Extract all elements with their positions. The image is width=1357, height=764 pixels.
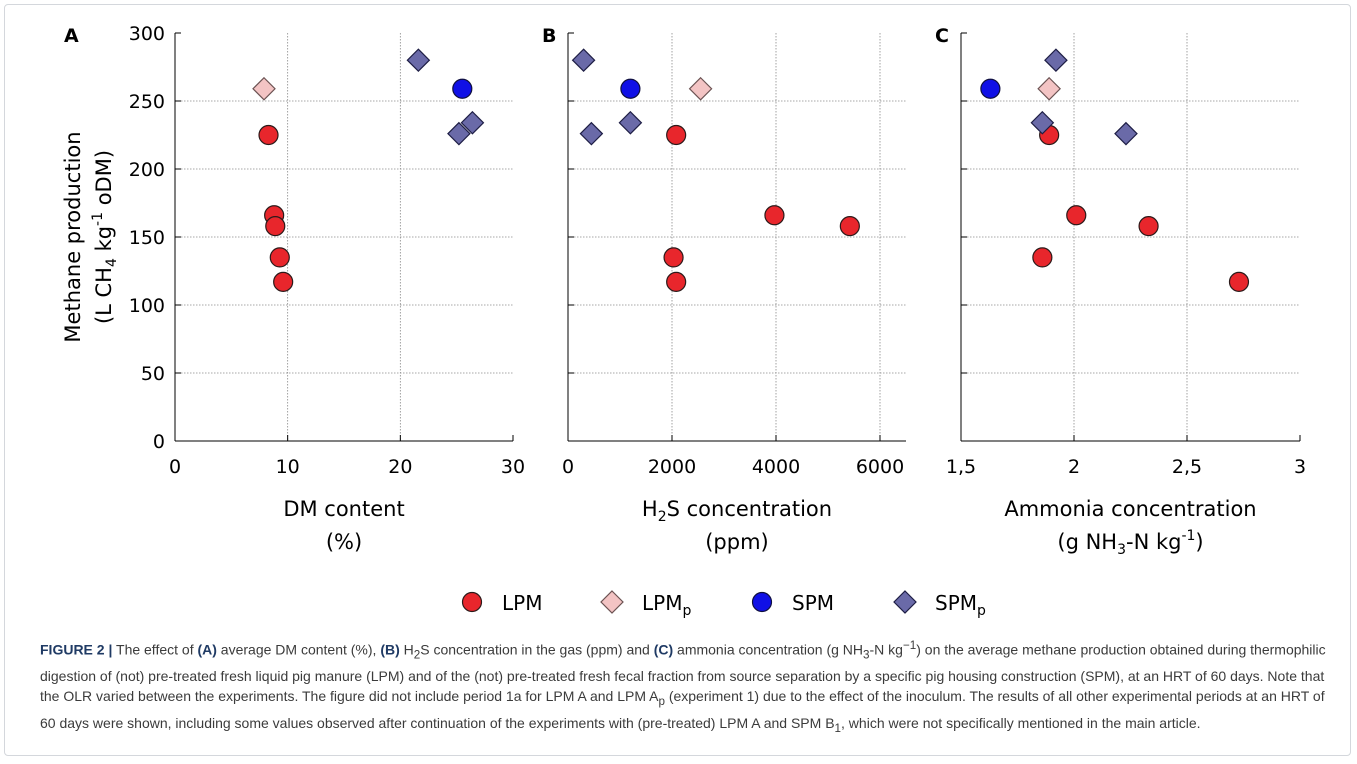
y-axis-title: Methane production (L CH4 kg-1 oDM) <box>61 131 120 342</box>
data-point-lpm <box>1066 205 1087 226</box>
data-point-spmp <box>447 121 471 146</box>
x-axis-unit: (ppm) <box>705 530 769 554</box>
data-point-lpm <box>273 271 294 292</box>
caption-text: (experiment 1) due to the effect of the … <box>40 688 1325 731</box>
data-point-spmp <box>1114 121 1138 146</box>
x-tick-label: 2,5 <box>1172 456 1202 478</box>
data-point-spm <box>620 78 641 99</box>
data-point-lpm <box>663 247 684 268</box>
data-point-spmp <box>460 110 485 135</box>
x-tick-label: 2000 <box>648 456 696 478</box>
y-tick-label: 200 <box>129 159 165 181</box>
caption-subscript: 3 <box>863 648 870 662</box>
data-point-spm <box>452 78 473 99</box>
data-point-spm <box>980 78 1001 99</box>
caption-panel-b: (B) <box>380 641 400 658</box>
caption-text: ) on the average methane production obta… <box>40 641 1326 705</box>
legend-label: LPMp <box>642 591 691 619</box>
legend-label: LPM <box>502 591 542 615</box>
x-axis-label: Ammonia concentration <box>1004 497 1256 521</box>
panel-label-b: B <box>542 25 556 47</box>
legend-marker-spmp <box>893 590 917 614</box>
caption-subscript: 2 <box>413 648 421 662</box>
legend-marker-spm <box>751 591 773 613</box>
x-tick-label: 0 <box>169 456 181 478</box>
caption-subscript: p <box>658 695 665 709</box>
caption-text: S concentration in the gas (ppm) and <box>420 641 654 658</box>
data-point-lpmp <box>1037 76 1061 101</box>
legend-label: SPM <box>792 591 834 615</box>
data-point-spmp <box>406 48 431 73</box>
data-point-lpm <box>764 205 785 226</box>
legend-item-lpmp: LPMp <box>600 590 691 619</box>
panel-c: 1,5 2 2,5 3 C Ammonia concentration (g NH3-N k… <box>935 25 1306 558</box>
x-tick-label: 0 <box>562 456 574 478</box>
data-point-lpm <box>666 124 687 146</box>
caption-label: FIGURE 2 | <box>40 641 113 658</box>
data-point-lpm <box>265 216 286 237</box>
data-point-spmp <box>571 48 596 73</box>
caption-text: The effect of <box>112 641 198 658</box>
data-point-lpm <box>1228 271 1250 292</box>
y-tick-label: 100 <box>129 295 165 317</box>
data-point-spmp <box>618 110 643 135</box>
data-point-spmp <box>579 121 604 146</box>
legend-label: SPMp <box>935 591 986 619</box>
x-axis-unit: (%) <box>326 530 362 554</box>
panel-a: 0 50 100 150 200 250 300 0 10 20 30 A DM content (%) <box>64 23 525 554</box>
panel-b: 0 2000 4000 6000 B H2S concentration (ppm) <box>542 25 906 554</box>
y-tick-label: 250 <box>129 91 165 113</box>
y-axis-unit: (L CH4 kg-1 oDM) <box>90 150 120 324</box>
data-point-spmp <box>1044 48 1068 73</box>
x-tick-label: 4000 <box>752 456 800 478</box>
caption-text: , which were not specifically mentioned … <box>841 714 1201 731</box>
y-tick-label: 0 <box>153 431 165 453</box>
y-tick-label: 150 <box>129 227 165 249</box>
y-tick-label: 300 <box>129 23 165 45</box>
y-tick-label: 50 <box>141 363 165 385</box>
data-point-lpm <box>1138 216 1159 237</box>
caption-text: H <box>399 641 414 658</box>
data-point-lpm <box>1032 247 1053 268</box>
caption-panel-c: (C) <box>653 641 674 658</box>
legend-marker-lpm <box>461 591 483 613</box>
x-tick-label: 20 <box>388 456 412 478</box>
data-point-lpm <box>269 247 290 268</box>
data-point-spmp <box>1030 110 1055 135</box>
y-axis-label: Methane production <box>61 131 85 342</box>
legend-marker-lpmp <box>600 590 624 614</box>
x-tick-label: 2 <box>1068 456 1080 478</box>
caption-panel-a: (A) <box>197 641 217 658</box>
legend-item-spm: SPM <box>751 591 834 615</box>
x-axis-label: H2S concentration <box>642 497 832 525</box>
data-point-lpm <box>258 124 279 146</box>
legend: LPM LPMp SPM SPMp <box>461 590 986 619</box>
x-tick-label: 1,5 <box>946 456 976 478</box>
legend-item-spmp: SPMp <box>893 590 986 619</box>
data-point-lpm <box>839 216 860 237</box>
caption-subscript: 1 <box>834 721 842 735</box>
x-tick-label: 3 <box>1294 456 1306 478</box>
legend-item-lpm: LPM <box>461 591 542 615</box>
panel-label-a: A <box>64 25 79 47</box>
x-tick-label: 10 <box>276 456 300 478</box>
caption-text: ammonia concentration (g NH <box>673 641 864 658</box>
figure-caption: FIGURE 2 | The effect of (A) average DM … <box>40 636 1336 739</box>
x-axis-unit: (g NH3-N kg-1) <box>1057 528 1203 558</box>
data-point-lpm <box>666 271 687 292</box>
caption-text: average DM content (%), <box>216 641 381 658</box>
x-axis-label: DM content <box>283 497 404 521</box>
caption-text: -N kg <box>869 641 903 658</box>
data-point-lpmp <box>252 76 276 101</box>
panel-label-c: C <box>935 25 949 47</box>
data-point-lpmp <box>688 76 713 101</box>
figure-frame <box>4 4 1351 756</box>
x-tick-label: 30 <box>501 456 525 478</box>
caption-superscript: −1 <box>902 639 917 652</box>
x-tick-label: 6000 <box>856 456 904 478</box>
